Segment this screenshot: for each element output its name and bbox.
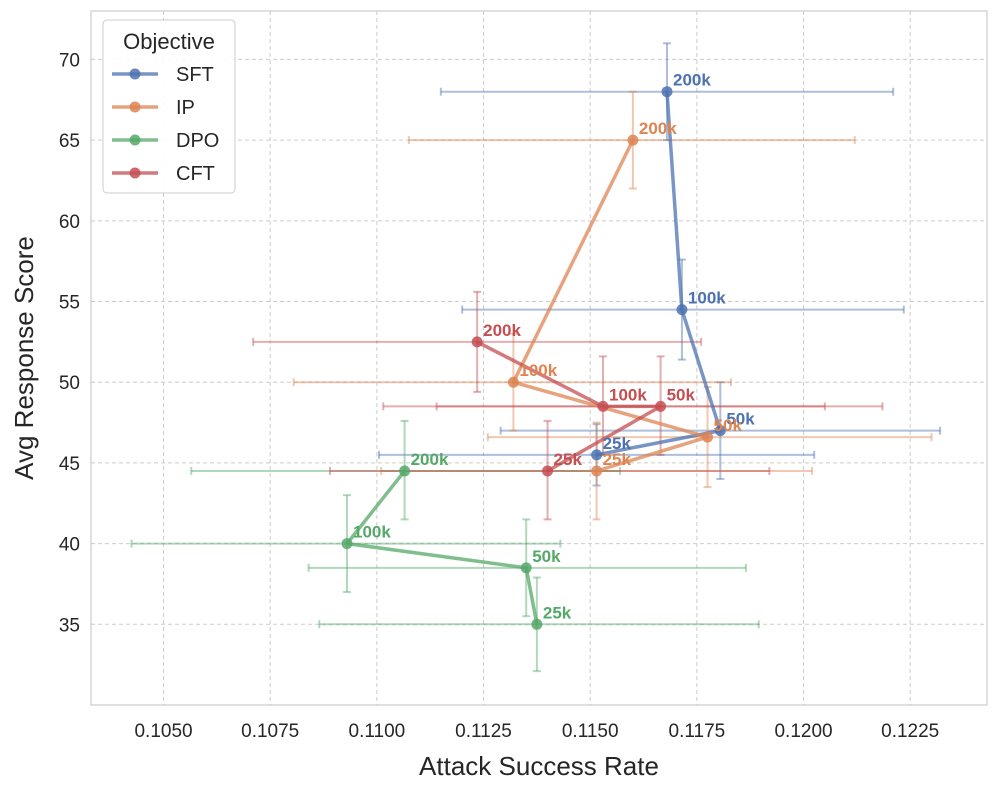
ip-point-label-200k: 200k [639,119,677,138]
plot-area [90,10,988,706]
cft-point-200k [471,336,483,348]
legend-marker-sft [129,68,141,80]
sft-point-label-100k: 100k [688,289,726,308]
sft-point-200k [661,86,673,98]
sft-point-50k [714,425,726,437]
dpo-point-label-25k: 25k [543,603,572,622]
sft-point-label-25k: 25k [603,434,632,453]
sft-point-label-50k: 50k [726,410,755,429]
ip-point-25k [591,465,603,477]
cft-point-label-50k: 50k [667,385,696,404]
y-tick-label: 65 [59,131,80,152]
x-tick-label: 0.1075 [241,721,299,742]
legend-box [102,19,236,194]
dpo-point-label-100k: 100k [353,523,391,542]
y-tick-label: 60 [59,212,80,233]
ip-point-50k [702,431,714,443]
dpo-point-label-200k: 200k [411,450,449,469]
x-tick-label: 0.1150 [562,721,619,742]
legend-entries: SFT IP DPO CFT [112,64,219,185]
ip-point-label-50k: 50k [714,416,743,435]
ip-point-200k [627,134,639,146]
y-axis-label: Avg Response Score [9,236,39,480]
cft-point-50k [655,400,667,412]
legend-marker-ip [129,101,141,113]
y-tick-labels: 35 40 45 50 55 60 65 70 [59,50,80,636]
x-axis-label: Attack Success Rate [419,751,659,781]
ip-point-100k [507,376,519,388]
point-labels: 25k 50k 100k 200k 25k 50k 100k 200k 25k 50k 100k 20… [353,71,755,623]
cft-series-line [475,340,663,473]
y-tick-label: 50 [59,373,80,394]
sft-point-100k [676,304,688,316]
dpo-point-25k [531,618,543,630]
y-tick-label: 40 [59,535,80,556]
ip-point-label-25k: 25k [603,450,632,469]
dpo-point-label-50k: 50k [532,547,561,566]
ip-point-label-100k: 100k [519,361,557,380]
dpo-series-line [345,469,539,627]
x-tick-label: 0.1050 [134,721,192,742]
y-tick-label: 35 [59,615,80,636]
cft-point-label-100k: 100k [609,385,647,404]
legend: Objective SFT IP DPO CFT [102,19,236,194]
x-tick-label: 0.1100 [349,721,406,742]
legend-marker-cft [129,167,141,179]
sft-point-25k [591,449,603,461]
legend-label-dpo: DPO [176,130,219,152]
legend-title: Objective [123,29,215,54]
dpo-point-100k [341,538,353,550]
sft-series-line [594,89,723,457]
legend-marker-dpo [129,134,141,146]
cft-point-100k [597,400,609,412]
cft-point-label-25k: 25k [554,450,583,469]
series-lines [345,89,723,627]
data-points [341,86,726,630]
x-tick-label: 0.1225 [881,721,939,742]
y-tick-label: 55 [59,293,80,314]
x-tick-label: 0.1175 [669,721,726,742]
sft-point-label-200k: 200k [673,71,711,90]
y-tick-label: 70 [59,50,80,71]
legend-label-ip: IP [176,97,195,119]
ip-series-line [511,138,710,473]
cft-point-label-200k: 200k [483,321,521,340]
cft-point-25k [542,465,554,477]
dpo-point-200k [399,465,411,477]
y-tick-label: 45 [59,454,80,475]
x-tick-label: 0.1200 [774,721,832,742]
x-tick-labels: 0.1050 0.1075 0.1100 0.1125 0.1150 0.1175 0.12… [134,721,939,742]
dpo-point-50k [520,562,532,574]
legend-label-cft: CFT [176,163,215,185]
legend-label-sft: SFT [176,64,214,86]
x-tick-label: 0.1125 [455,721,512,742]
